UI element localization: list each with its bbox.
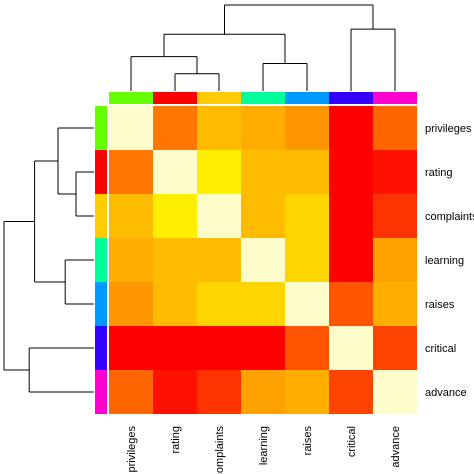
heatmap-cell-learning-privileges (109, 238, 153, 282)
row-color-bar-advance (95, 370, 107, 414)
column-color-bar-learning (241, 92, 285, 104)
heatmap-cell-privileges-learning (241, 106, 285, 150)
heatmap-cell-raises-raises (285, 282, 329, 326)
heatmap-cell-complaints-rating (153, 194, 197, 238)
heatmap-cell-critical-critical (329, 326, 373, 370)
heatmap-cell-advance-learning (241, 370, 285, 414)
row-color-bar-learning (95, 238, 107, 282)
column-label-privileges: privileges (126, 426, 138, 473)
heatmap-cell-raises-privileges (109, 282, 153, 326)
heatmap-cell-raises-advance (373, 282, 417, 326)
row-label-advance: advance (425, 387, 467, 399)
heatmap-cell-privileges-complaints (197, 106, 241, 150)
heatmap-cell-complaints-critical (329, 194, 373, 238)
row-color-bar-rating (95, 150, 107, 194)
heatmap-cell-rating-privileges (109, 150, 153, 194)
column-label-rating: rating (170, 426, 182, 454)
row-label-rating: rating (425, 167, 453, 179)
heatmap-cell-rating-critical (329, 150, 373, 194)
column-color-bar-critical (329, 92, 373, 104)
column-labels: privileges rating complaints learning raises… (126, 426, 402, 474)
heatmap-cell-raises-rating (153, 282, 197, 326)
column-color-bar-advance (373, 92, 417, 104)
row-labels: privileges rating complaints learning raises… (425, 123, 474, 399)
heatmap-cell-advance-rating (153, 370, 197, 414)
heatmap-cell-raises-complaints (197, 282, 241, 326)
heatmap-cell-advance-advance (373, 370, 417, 414)
heatmap-cell-critical-complaints (197, 326, 241, 370)
heatmap-cell-critical-learning (241, 326, 285, 370)
heatmap-cells (109, 106, 417, 414)
row-label-privileges: privileges (425, 123, 472, 135)
row-color-bar (95, 106, 107, 414)
heatmap-cell-complaints-learning (241, 194, 285, 238)
column-label-complaints: complaints (214, 426, 226, 474)
column-label-raises: raises (302, 426, 314, 456)
heatmap-cell-rating-complaints (197, 150, 241, 194)
column-dendrogram (130, 4, 396, 91)
row-label-complaints: complaints (425, 211, 474, 223)
heatmap-cell-advance-complaints (197, 370, 241, 414)
row-color-bar-privileges (95, 106, 107, 150)
heatmap-cell-critical-raises (285, 326, 329, 370)
row-label-critical: critical (425, 343, 456, 355)
row-color-bar-complaints (95, 194, 107, 238)
column-color-bar-privileges (109, 92, 153, 104)
heatmap-cell-rating-learning (241, 150, 285, 194)
heatmap-cell-raises-critical (329, 282, 373, 326)
column-color-bar-raises (285, 92, 329, 104)
heatmap-cell-privileges-raises (285, 106, 329, 150)
heatmap-cell-learning-rating (153, 238, 197, 282)
heatmap-cell-complaints-complaints (197, 194, 241, 238)
row-label-raises: raises (425, 299, 455, 311)
heatmap-cell-rating-advance (373, 150, 417, 194)
row-dendrogram (3, 127, 94, 393)
heatmap-cell-learning-advance (373, 238, 417, 282)
heatmap-cell-learning-raises (285, 238, 329, 282)
heatmap-cell-critical-rating (153, 326, 197, 370)
heatmap-cell-advance-privileges (109, 370, 153, 414)
column-color-bar-complaints (197, 92, 241, 104)
heatmap-cell-critical-privileges (109, 326, 153, 370)
row-label-learning: learning (425, 255, 464, 267)
heatmap-cell-learning-critical (329, 238, 373, 282)
column-color-bar-rating (153, 92, 197, 104)
row-color-bar-critical (95, 326, 107, 370)
column-label-learning: learning (258, 426, 270, 465)
heatmap-cell-complaints-privileges (109, 194, 153, 238)
heatmap-cell-privileges-rating (153, 106, 197, 150)
heatmap-cell-advance-raises (285, 370, 329, 414)
heatmap-cell-complaints-raises (285, 194, 329, 238)
column-color-bar (109, 92, 417, 104)
heatmap-cell-advance-critical (329, 370, 373, 414)
heatmap-cell-complaints-advance (373, 194, 417, 238)
column-label-critical: critical (346, 426, 358, 457)
heatmap-cell-raises-learning (241, 282, 285, 326)
heatmap-cell-rating-raises (285, 150, 329, 194)
heatmap-cell-privileges-privileges (109, 106, 153, 150)
row-color-bar-raises (95, 282, 107, 326)
column-label-advance: advance (390, 426, 402, 468)
heatmap-cell-learning-complaints (197, 238, 241, 282)
heatmap-cell-learning-learning (241, 238, 285, 282)
heatmap-cell-privileges-advance (373, 106, 417, 150)
heatmap-cell-critical-advance (373, 326, 417, 370)
heatmap-cell-privileges-critical (329, 106, 373, 150)
heatmap-cell-rating-rating (153, 150, 197, 194)
